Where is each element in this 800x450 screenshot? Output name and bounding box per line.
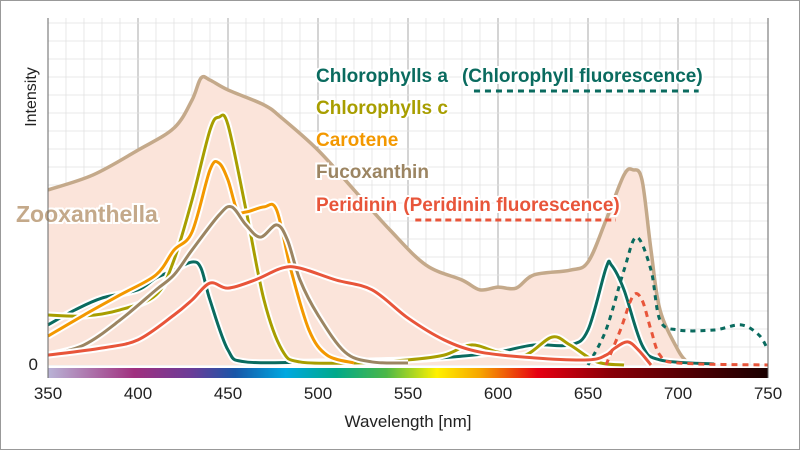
x-tick-label: 500 — [304, 384, 332, 403]
x-tick-label: 750 — [754, 384, 782, 403]
spectrum-bar — [48, 368, 768, 378]
legend-entry-chlorophylls-a: Chlorophylls a — [316, 66, 448, 87]
x-tick-label: 650 — [574, 384, 602, 403]
series-line-zooxanthella — [47, 74, 689, 364]
y-tick-label: 0 — [29, 355, 38, 374]
series-line-chlorophyll-fluorescence — [586, 235, 770, 366]
legend-entry-peridinin: Peridinin — [316, 195, 397, 216]
series-line-fucoxanthin — [47, 204, 409, 365]
y-axis-label: Intensity — [23, 67, 40, 127]
x-axis-label: Wavelength [nm] — [345, 412, 472, 431]
zooxanthella-label: Zooxanthella — [16, 201, 158, 227]
x-tick-label: 600 — [484, 384, 512, 403]
legend-entry-carotene: Carotene — [316, 130, 398, 151]
series-line-peridinin-fluorescence — [604, 292, 769, 367]
x-tick-label: 550 — [394, 384, 422, 403]
x-tick-label: 700 — [664, 384, 692, 403]
legend-entry-fucoxanthin: Fucoxanthin — [316, 162, 429, 183]
legend-extra-chlorophyll-fluorescence: (Chlorophyll fluorescence) — [462, 66, 703, 87]
x-tick-label: 400 — [124, 384, 152, 403]
series-line-carotene — [47, 159, 355, 365]
x-tick-label: 450 — [214, 384, 242, 403]
x-tick-label: 350 — [34, 384, 62, 403]
legend-extra-peridinin-fluorescence: (Peridinin fluorescence) — [403, 195, 619, 216]
series-line-chlorophylls-c — [47, 113, 625, 367]
legend-entry-chlorophylls-c: Chlorophylls c — [316, 98, 448, 119]
